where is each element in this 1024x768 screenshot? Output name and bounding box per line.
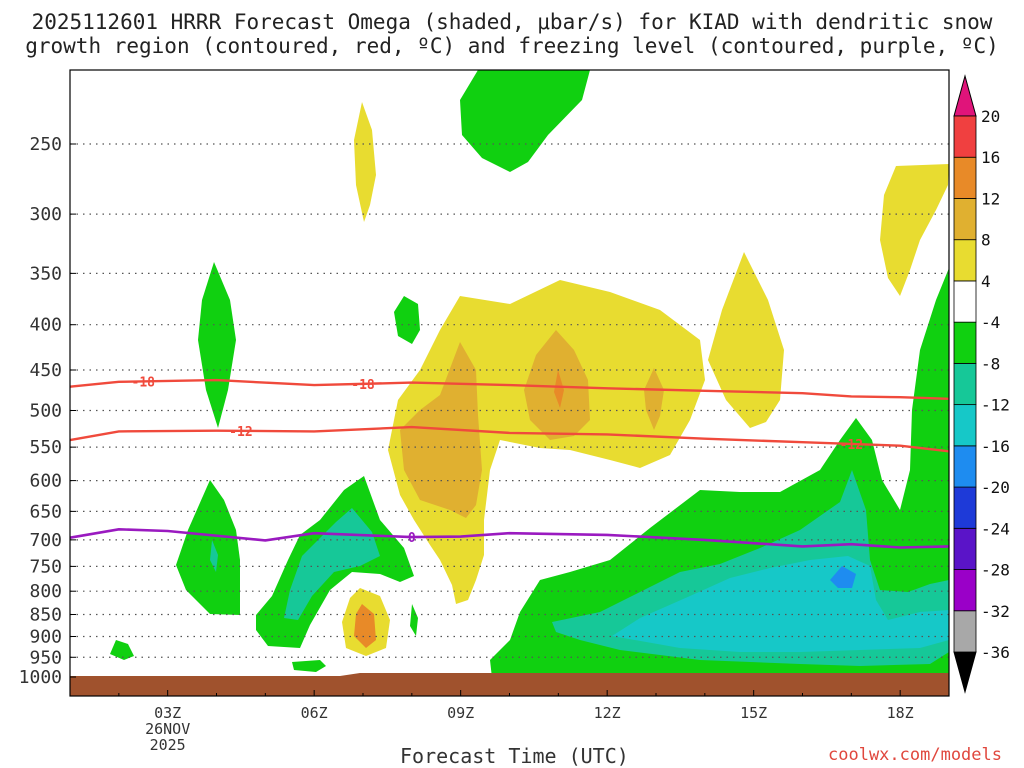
contour-lines: -18 -18 -12 -12 0 [69, 375, 950, 549]
x-tick-sublabel-0: 26NOV [145, 720, 190, 738]
dgz-contour--18 [69, 378, 950, 400]
x-tick-label-06Z: 06Z [301, 704, 328, 722]
x-tick-sublabel-1: 2025 [150, 736, 186, 754]
dgz-contour--18-label: -18 [132, 375, 156, 390]
omega-region-green-08z [394, 296, 420, 344]
colorbar-box [953, 486, 977, 529]
y-tick-label-300: 300 [29, 204, 62, 225]
colorbar-min-triangle [953, 651, 977, 694]
colorbar-box [953, 404, 977, 447]
x-axis-title: Forecast Time (UTC) [400, 744, 629, 768]
ground-terrain-edge [70, 673, 949, 678]
y-tick-label-750: 750 [29, 556, 62, 577]
omega-core-11z [554, 370, 564, 408]
omega-region-blue-17z [830, 566, 856, 588]
y-tick-label-450: 450 [29, 360, 62, 381]
omega-region-green-06z-sfc [292, 660, 326, 672]
freezing-level-contour-label: 0 [408, 531, 416, 546]
y-tick-label-850: 850 [29, 605, 62, 626]
y-tick-label-700: 700 [29, 530, 62, 551]
colorbar-box [953, 321, 977, 364]
colorbar-label--32: -32 [981, 602, 1010, 621]
dgz-contour--12 [69, 425, 950, 453]
x-tick-label-12Z: 12Z [594, 704, 621, 722]
omega-region-teal-03z-lowlevel [210, 540, 218, 572]
dgz-contour--12-label: -12 [229, 425, 252, 440]
dgz-contour--12-label: -12 [840, 438, 863, 453]
ground-surface [70, 676, 949, 696]
chart-title-line1: 2025112601 HRRR Forecast Omega (shaded, … [31, 10, 993, 34]
colorbar-label-16: 16 [981, 148, 1000, 167]
y-tick-label-600: 600 [29, 471, 62, 492]
colorbar-box [953, 610, 977, 653]
colorbar-box [953, 115, 977, 158]
y-tick-label-550: 550 [29, 437, 62, 458]
colorbar-box [953, 527, 977, 570]
omega-region-yellow-15z [708, 252, 784, 428]
x-tick-label-03Z: 03Z [154, 704, 181, 722]
colorbar-max-triangle [953, 74, 977, 117]
y-tick-label-500: 500 [29, 401, 62, 422]
colorbar-label--12: -12 [981, 396, 1010, 415]
omega-region-orange-lowlevel-07z [354, 604, 376, 648]
colorbar-box [953, 198, 977, 241]
colorbar-box [953, 156, 977, 199]
y-tick-label-350: 350 [29, 263, 62, 284]
freezing-level-contour [69, 527, 950, 549]
colorbar-label-20: 20 [981, 107, 1000, 126]
omega-region-green-03z-lowlevel [176, 480, 240, 615]
colorbar-box [953, 569, 977, 612]
omega-region-green-02z [110, 640, 134, 660]
x-tick-label-18Z: 18Z [887, 704, 914, 722]
omega-region-yellow-07z [354, 102, 376, 222]
colorbar-box [953, 239, 977, 282]
colorbar-label-8: 8 [981, 231, 991, 250]
colorbar-label--36: -36 [981, 643, 1010, 662]
y-tick-label-250: 250 [29, 134, 62, 155]
x-tick-label-15Z: 15Z [740, 704, 767, 722]
y-tick-label-400: 400 [29, 315, 62, 336]
colorbar-label-12: 12 [981, 189, 1000, 208]
colorbar-label--16: -16 [981, 437, 1010, 456]
colorbar-label--4: -4 [981, 313, 1000, 332]
credit-link[interactable]: coolwx.com/models [828, 745, 1002, 765]
colorbar-box [953, 280, 977, 323]
colorbar-box [953, 362, 977, 406]
y-tick-label-900: 900 [29, 626, 62, 647]
omega-region-green-08z-low [410, 604, 418, 636]
x-tick-label-09Z: 09Z [447, 704, 474, 722]
dgz-contour--18-label: -18 [351, 378, 375, 393]
colorbar-label--8: -8 [981, 354, 1000, 373]
colorbar-box [953, 445, 977, 488]
y-tick-label-950: 950 [29, 647, 62, 668]
omega-region-upper-green [460, 70, 590, 172]
y-tick-label-800: 800 [29, 581, 62, 602]
y-axis-pressure: 2503003504004505005506006507007508008509… [19, 134, 76, 688]
omega-region-green-04z [198, 262, 236, 428]
colorbar-label--24: -24 [981, 519, 1010, 538]
omega-region-cyan-descent-main [612, 556, 949, 652]
colorbar-label--28: -28 [981, 561, 1010, 580]
y-tick-label-1000: 1000 [19, 667, 62, 688]
y-tick-label-650: 650 [29, 501, 62, 522]
chart-title-line2: growth region (contoured, red, ºC) and f… [25, 34, 999, 58]
omega-region-orange-13z [644, 368, 664, 430]
omega-shading [110, 70, 949, 696]
colorbar: -36 -32 -28 -24 -20 -16 -12 -8 -4 4 8 12 16 20 [953, 74, 1010, 694]
colorbar-label--20: -20 [981, 478, 1010, 497]
omega-region-yellow-18z [880, 164, 949, 296]
colorbar-label-4: 4 [981, 272, 991, 291]
